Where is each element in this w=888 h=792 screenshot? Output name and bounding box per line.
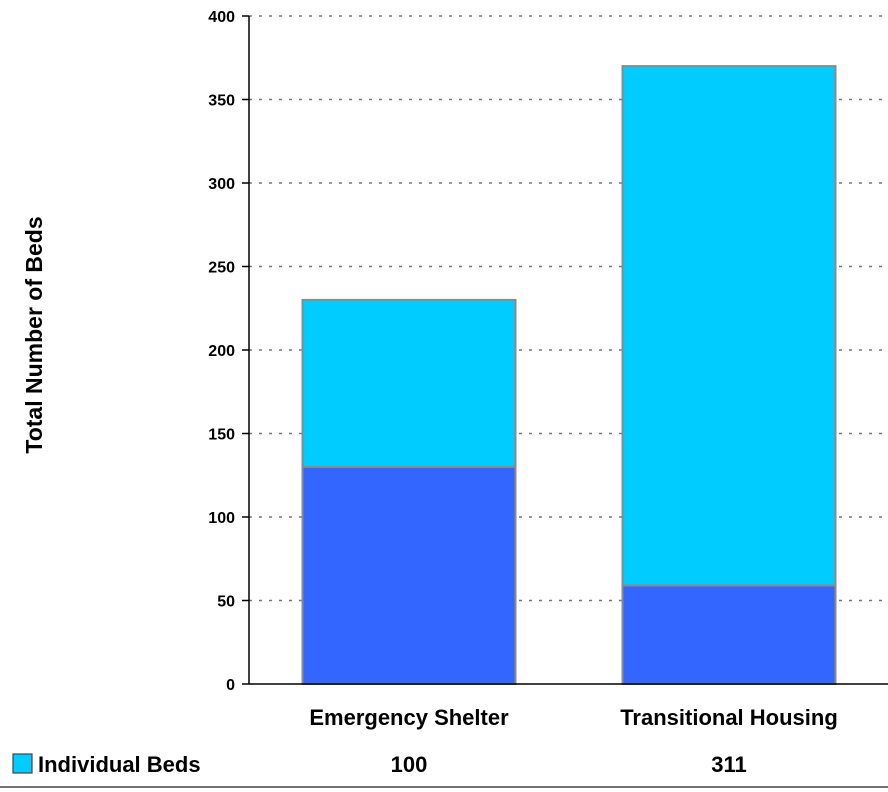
bar-segment (301, 465, 517, 685)
y-tick-label: 200 (208, 343, 235, 360)
y-tick-label: 250 (208, 260, 235, 277)
y-tick-label: 150 (208, 427, 235, 444)
bar-segment (621, 584, 837, 685)
data-table: Individual Beds 100 311 (0, 752, 888, 788)
x-category-label: Emergency Shelter (309, 705, 509, 730)
x-axis-categories: Emergency Shelter Transitional Housing (309, 705, 837, 730)
y-axis-title: Total Number of Beds (21, 216, 47, 453)
legend-swatch (12, 753, 33, 774)
y-tick-label: 100 (208, 510, 235, 527)
y-tick-label: 50 (217, 594, 235, 611)
bars (301, 65, 837, 685)
bar-segment (301, 298, 517, 468)
y-tick-label: 0 (226, 677, 235, 694)
bar-segment (621, 65, 837, 587)
y-tick-label: 350 (208, 93, 235, 110)
x-category-label: Transitional Housing (620, 705, 838, 730)
legend-label: Individual Beds (38, 752, 201, 777)
y-axis-ticks: 0 50 100 150 200 250 300 350 400 (208, 9, 249, 694)
y-tick-label: 400 (208, 9, 235, 26)
data-table-value: 311 (711, 752, 747, 777)
data-table-value: 100 (391, 752, 428, 777)
y-tick-label: 300 (208, 176, 235, 193)
